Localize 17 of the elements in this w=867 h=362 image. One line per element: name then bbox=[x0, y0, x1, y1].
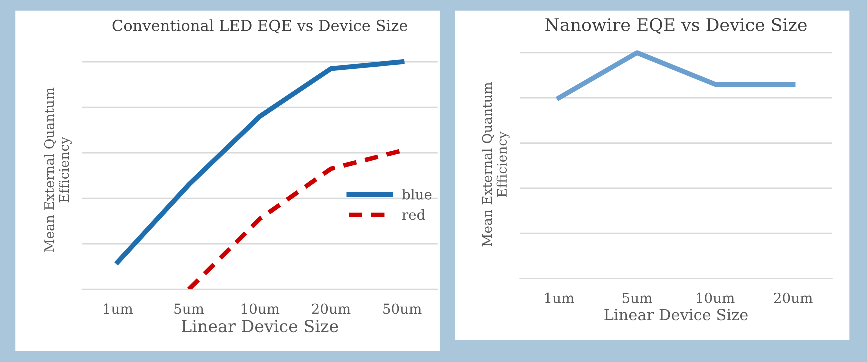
x-tick-label: 1um bbox=[104, 304, 134, 314]
x-tick-label: 50um bbox=[384, 304, 422, 314]
chart-title: Nanowire EQE vs Device Size bbox=[546, 18, 807, 34]
x-tick-label: 20um bbox=[312, 304, 351, 314]
x-tick-label: 10um bbox=[242, 304, 280, 314]
x-tick-label: 5um bbox=[622, 293, 652, 304]
x-axis-title: Linear Device Size bbox=[604, 309, 748, 321]
chart-title: Conventional LED EQE vs Device Size bbox=[112, 20, 408, 34]
legend-label: red bbox=[402, 209, 426, 220]
x-tick-label: 1um bbox=[545, 292, 574, 304]
x-tick-label: 5um bbox=[174, 304, 204, 314]
x-tick-label: 20um bbox=[774, 292, 813, 304]
x-axis-title: Linear Device Size bbox=[182, 320, 338, 333]
legend-label: blue bbox=[402, 189, 432, 200]
y-axis-title: Mean External Quantum Efficiency bbox=[44, 88, 72, 252]
y-axis-title: Mean External Quantum Efficiency bbox=[482, 82, 510, 247]
x-tick-label: 10um bbox=[697, 292, 735, 304]
